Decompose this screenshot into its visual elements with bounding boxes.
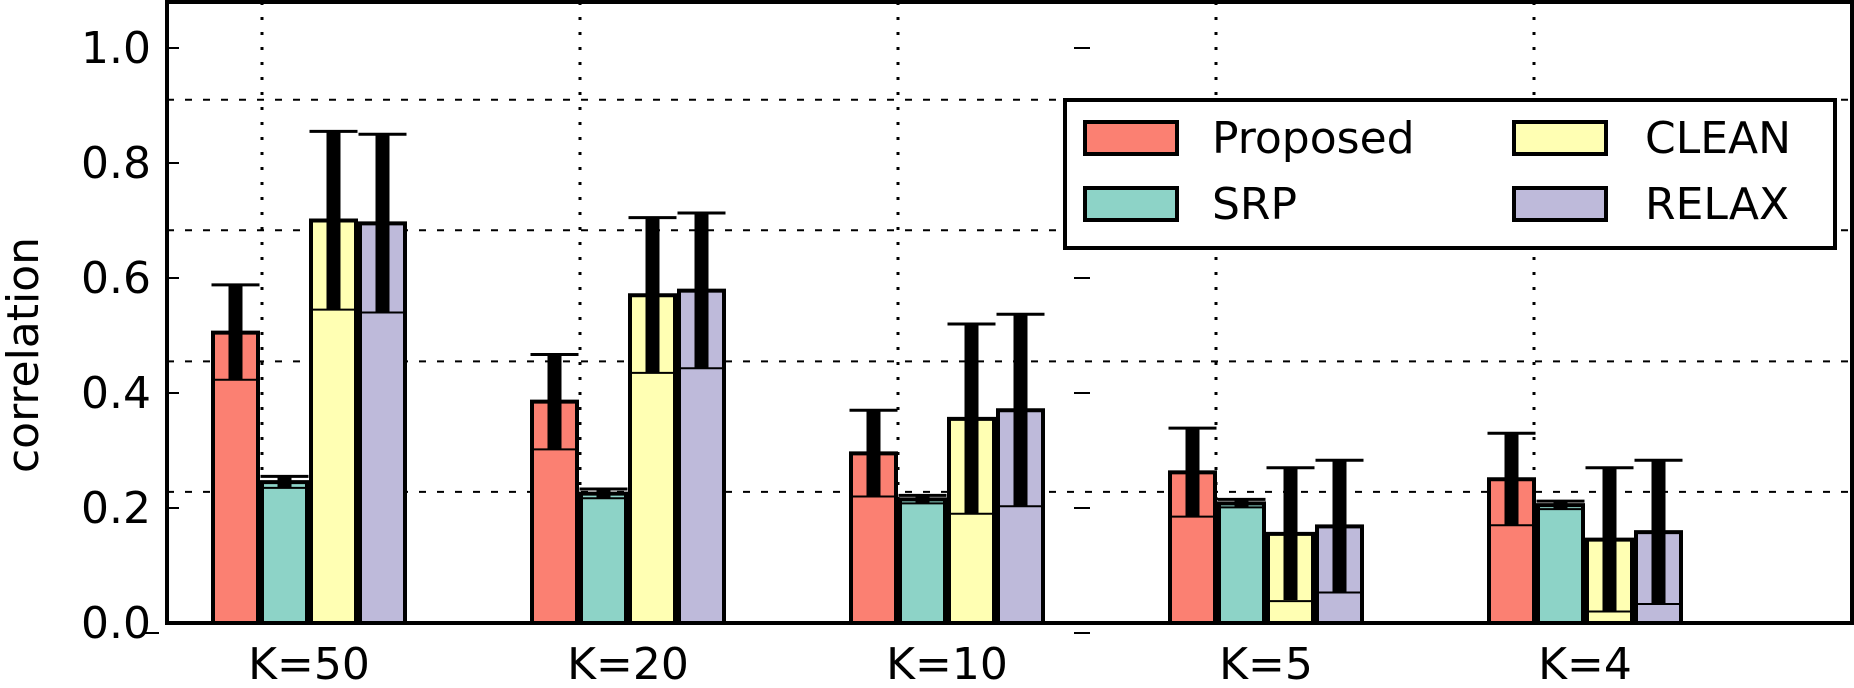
- legend-label: CLEAN: [1645, 113, 1791, 164]
- x-tick-label: K=20: [567, 639, 689, 683]
- legend-swatch: [1512, 120, 1608, 156]
- bar: [1217, 501, 1266, 625]
- y-tick-label: 0.4: [81, 368, 151, 419]
- y-tick-label: 0.8: [81, 138, 151, 189]
- legend-box: [1063, 98, 1837, 250]
- legend-swatch: [1083, 186, 1179, 222]
- bar: [898, 497, 947, 625]
- y-tick-label: 0.6: [81, 253, 151, 304]
- legend-label: Proposed: [1212, 113, 1415, 164]
- legend-label: SRP: [1212, 179, 1297, 230]
- x-tick-label: K=50: [248, 639, 370, 683]
- x-tick-label: K=4: [1538, 639, 1632, 683]
- legend-swatch: [1512, 186, 1608, 222]
- plot-frame: [165, 0, 1854, 625]
- bar: [579, 491, 628, 625]
- bar: [309, 218, 358, 625]
- x-tick-label: K=10: [886, 639, 1008, 683]
- y-tick-label: 1.0: [81, 23, 151, 74]
- y-tick-label: 0.0: [81, 598, 151, 649]
- x-tick-label: K=5: [1219, 639, 1313, 683]
- bar: [996, 408, 1045, 625]
- bars: [211, 129, 1683, 626]
- bar: [1536, 503, 1585, 625]
- legend-label: RELAX: [1645, 179, 1789, 230]
- legend-swatch: [1083, 120, 1179, 156]
- y-axis-title: correlation: [0, 237, 49, 473]
- bar: [260, 480, 309, 625]
- y-tick-label: 0.2: [81, 483, 151, 534]
- legend: Proposed SRP CLEAN RELAX: [1063, 98, 1837, 250]
